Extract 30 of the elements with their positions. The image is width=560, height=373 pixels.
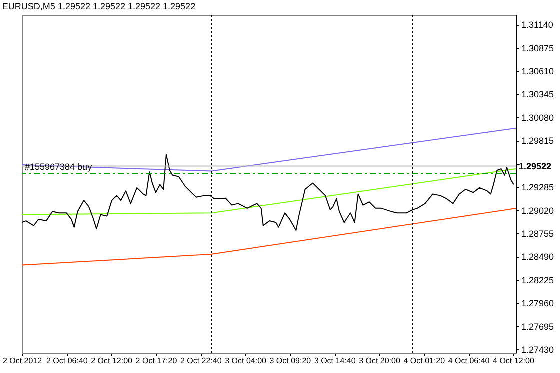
y-tick-label: 1.30875 [522, 43, 554, 54]
y-tick-label: 1.29815 [522, 136, 554, 146]
chart-title: EURUSD,M5 1.29522 1.29522 1.29522 1.29522 [2, 2, 196, 12]
y-tick-label: 1.30610 [522, 66, 554, 77]
x-tick-label: 3 Oct 14:40 [314, 356, 356, 366]
y-tick-label: 1.28225 [522, 275, 554, 286]
y-tick-label: 1.31140 [522, 20, 554, 30]
x-tick-label: 2 Oct 12:00 [91, 356, 134, 366]
y-tick-label: 1.27430 [522, 344, 554, 355]
y-tick-label: 1.28755 [522, 228, 554, 239]
line-series [22, 128, 516, 172]
x-tick-label: 2 Oct 2012 [2, 356, 43, 366]
ref-line-label: #155967384 buy [25, 162, 93, 172]
y-tick-label: 1.27695 [522, 322, 554, 332]
x-tick-label: 3 Oct 04:00 [225, 356, 268, 366]
x-tick-label: 2 Oct 17:20 [136, 356, 178, 366]
x-tick-label: 3 Oct 09:20 [270, 356, 312, 366]
x-tick-label: 4 Oct 12:00 [493, 356, 535, 366]
y-tick-label: 1.28490 [522, 252, 554, 262]
y-tick-label: 1.30345 [522, 90, 554, 100]
x-tick-label: 2 Oct 06:40 [46, 356, 88, 366]
x-tick-label: 2 Oct 22:40 [180, 356, 222, 366]
y-tick-label: 1.29020 [522, 206, 554, 216]
y-tick-label: 1.29285 [522, 182, 554, 193]
y-tick-label: 1.30080 [522, 112, 554, 123]
y-tick-label: 1.27960 [522, 298, 554, 309]
x-tick-label: 4 Oct 06:40 [448, 356, 490, 366]
ref-line-label: 1.29522 [519, 161, 552, 172]
x-tick-label: 3 Oct 20:00 [359, 356, 401, 366]
x-tick-label: 4 Oct 01:20 [404, 356, 446, 366]
